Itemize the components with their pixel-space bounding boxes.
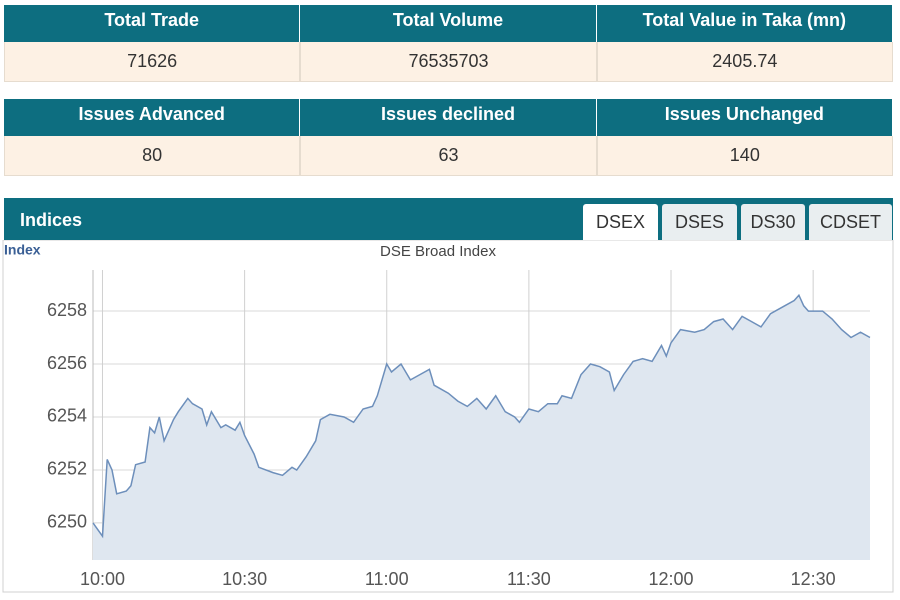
index-tab[interactable]: DSES (662, 204, 737, 240)
header-cell: Issues declined (300, 99, 597, 136)
panel-title: Indices (20, 210, 83, 230)
chart: Index DSE Broad Index 6250 6252 6254 6256 62… (2, 240, 894, 593)
y-tick-label: 6252 (47, 459, 87, 479)
x-tick-label: 11:30 (507, 569, 551, 589)
header-cell: Total Trade (4, 5, 301, 42)
data-cell: 71626 (4, 42, 301, 82)
x-tick-label: 12:30 (791, 569, 836, 589)
index-tab[interactable]: CDSET (809, 204, 892, 240)
header-cell: Issues Unchanged (596, 99, 893, 136)
y-tick-label: 6250 (47, 512, 87, 532)
index-tab[interactable]: DSEX (583, 204, 658, 240)
summary-table: Total Trade Total Volume Total Value in Ta… (4, 5, 893, 82)
y-tick-label: 6254 (47, 406, 87, 426)
panel-header: Indices DSEX DSES DS30 CDSET (4, 198, 893, 240)
line (92, 293, 871, 539)
header-cell: Total Value in Taka (mn) (596, 5, 893, 42)
area (93, 295, 870, 560)
header-cell: Issues Advanced (4, 99, 301, 136)
data-cell: 140 (596, 136, 893, 176)
data-cell: 80 (4, 136, 301, 176)
data-cell: 76535703 (300, 42, 597, 82)
y-axis-label: Index (4, 242, 41, 258)
x-tick-label: 12:00 (648, 569, 693, 589)
data-cell: 2405.74 (596, 42, 893, 82)
x-tick-label: 11:00 (365, 569, 409, 589)
x-tick-label: 10:30 (222, 569, 267, 589)
x-tick-label: 10:00 (80, 569, 125, 589)
y-tick-label: 6258 (47, 300, 87, 320)
issues-table: Issues Advanced Issues declined Issues Unc… (4, 99, 893, 176)
header-cell: Total Volume (300, 5, 597, 42)
y-tick-label: 6256 (47, 353, 87, 373)
index-tab[interactable]: DS30 (741, 204, 805, 240)
data-cell: 63 (300, 136, 597, 176)
chart-title: DSE Broad Index (380, 243, 496, 260)
